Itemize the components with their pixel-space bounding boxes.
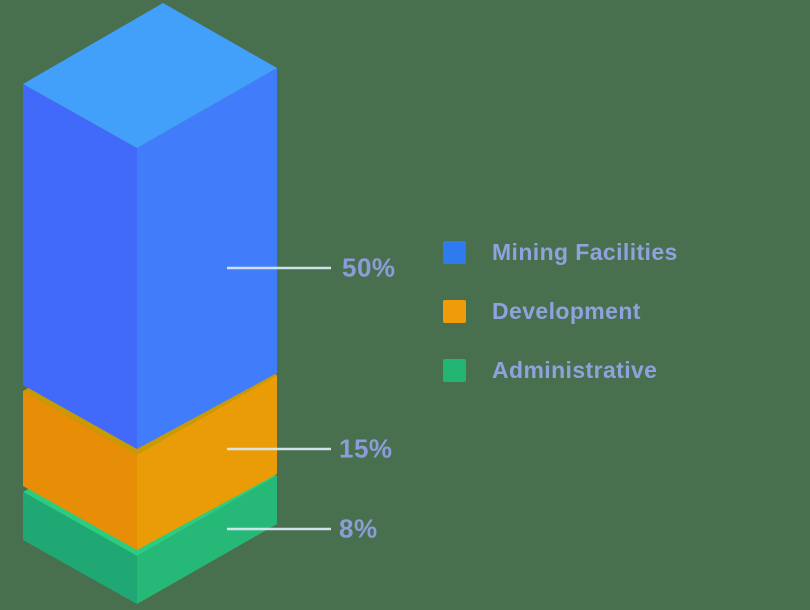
bar-segment-development-left-face (23, 391, 137, 550)
bar-segment-development-right-face (137, 375, 277, 550)
bar-segment-mining-right-face (137, 68, 277, 449)
chart-legend: Mining Facilities Development Administra… (443, 239, 678, 384)
legend-item-development: Development (443, 298, 678, 325)
bar-segment-mining-left-face (23, 84, 137, 449)
legend-swatch-mining-facilities-icon (443, 241, 466, 264)
legend-swatch-development-icon (443, 300, 466, 323)
legend-label-mining-facilities: Mining Facilities (492, 239, 678, 265)
legend-swatch-administrative-icon (443, 359, 466, 382)
bar-segment-administrative-left-face (23, 492, 137, 604)
value-label-administrative: 8% (339, 513, 378, 544)
legend-item-mining-facilities: Mining Facilities (443, 239, 678, 266)
value-label-mining: 50% (342, 252, 396, 283)
legend-label-administrative: Administrative (492, 357, 658, 383)
bar-segment-administrative-right-face (137, 476, 277, 604)
bar-segment-mining-top-face (23, 3, 277, 148)
legend-label-development: Development (492, 298, 641, 324)
value-label-development: 15% (339, 433, 393, 464)
legend-item-administrative: Administrative (443, 357, 678, 384)
